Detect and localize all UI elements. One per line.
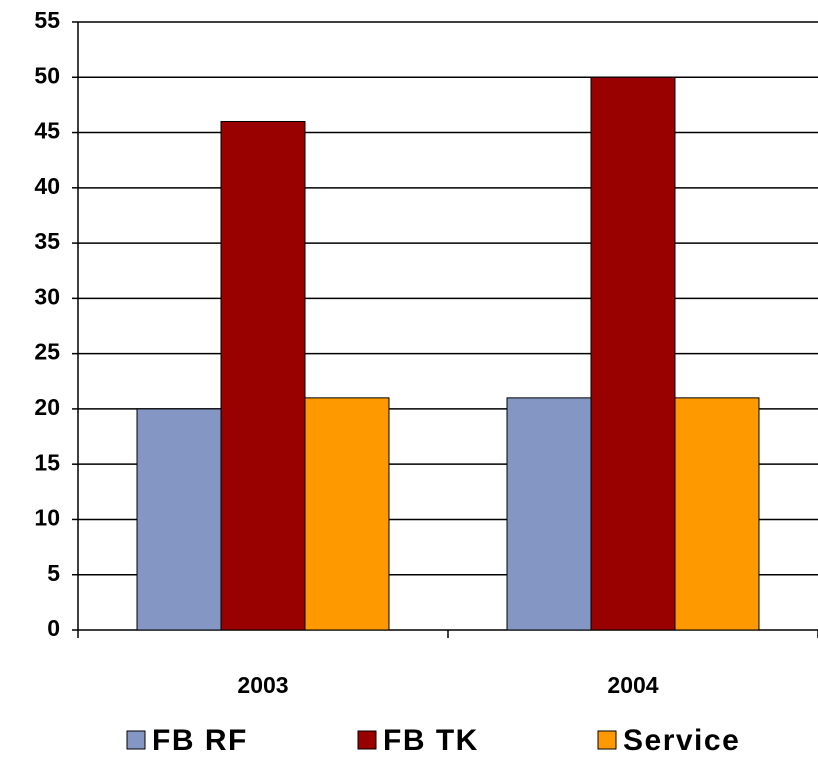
y-tick-label: 40	[34, 173, 60, 199]
y-tick-label: 55	[34, 7, 60, 33]
y-tick-label: 30	[34, 283, 60, 309]
y-tick-label: 15	[34, 449, 60, 475]
bar	[590, 76, 676, 631]
y-tick-label: 0	[47, 615, 60, 641]
legend-label: FB RF	[152, 724, 248, 757]
y-tick-label: 5	[47, 560, 60, 586]
y-tick-label: 50	[34, 62, 60, 88]
y-tick-label: 25	[34, 339, 60, 365]
legend-swatch	[357, 730, 377, 750]
bar	[304, 397, 390, 631]
legend-swatch	[126, 730, 146, 750]
y-tick-label: 35	[34, 228, 60, 254]
bar	[136, 408, 222, 631]
legend-label: Service	[623, 724, 740, 757]
y-tick-label: 45	[34, 118, 60, 144]
x-tick-label: 2004	[607, 672, 658, 698]
y-tick-label: 20	[34, 394, 60, 420]
y-tick-label: 10	[34, 505, 60, 531]
legend-label: FB TK	[383, 724, 479, 757]
bar	[506, 397, 592, 631]
legend-swatch	[597, 730, 617, 750]
bar	[674, 397, 760, 631]
x-tick-label: 2003	[237, 672, 288, 698]
bar	[220, 120, 306, 631]
